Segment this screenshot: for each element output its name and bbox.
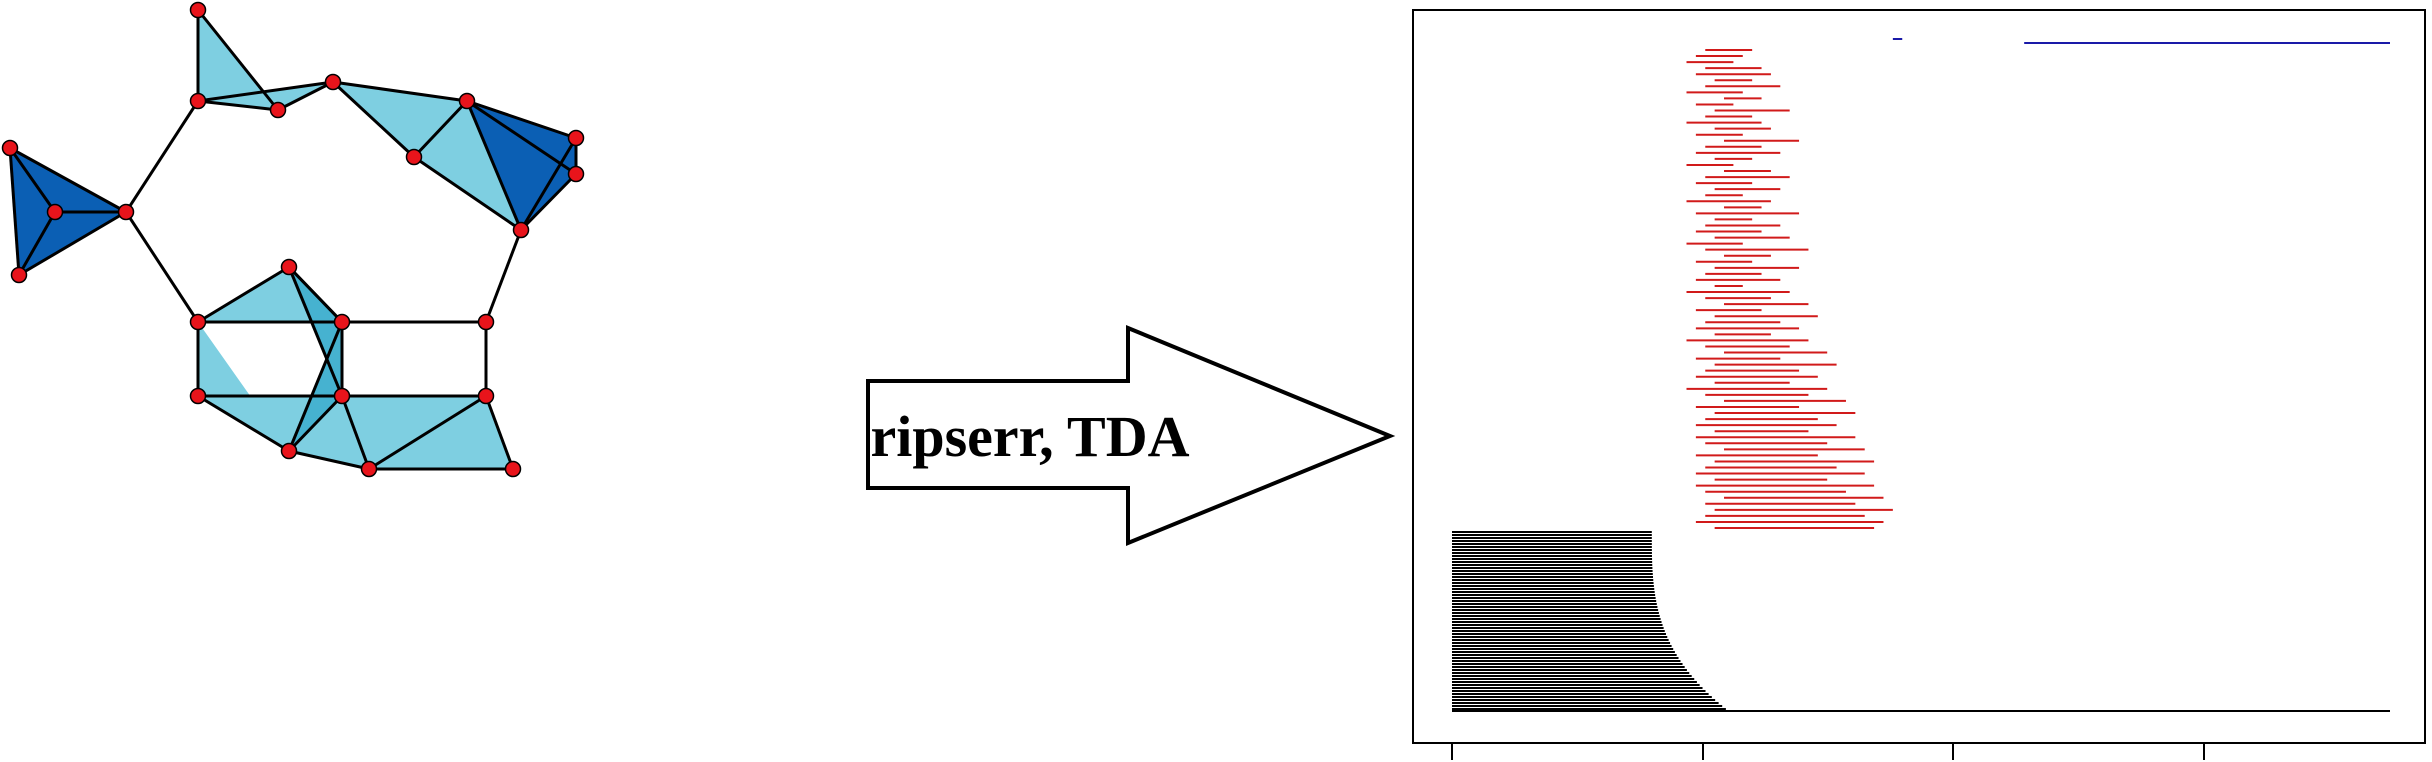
edge [484,229,523,323]
vertex [1,139,19,157]
edge [287,321,344,452]
dim2-bars [1892,38,2390,44]
edge [18,210,127,277]
transform-arrow: ripserr, TDA [866,325,1396,546]
vertex [567,129,585,147]
vertex [189,387,207,405]
edge [287,266,344,397]
vertex [269,101,287,119]
triangle-light [369,396,513,469]
triangle-light [333,82,467,157]
vertex [360,460,378,478]
edge [17,211,57,276]
vertex [477,313,495,331]
vertex [333,313,351,331]
vertex [333,387,351,405]
triangle-dark [10,148,55,275]
vertex [189,92,207,110]
persistence-barcode [1412,9,2426,760]
edge [197,265,290,324]
edge [124,211,200,323]
edge [288,449,370,471]
edge [9,146,127,214]
x-axis-ticks [1451,743,2205,760]
dim0-bars [1452,531,2390,712]
vertex [189,1,207,19]
arrow-label: ripserr, TDA [871,404,1190,469]
edge [124,100,200,213]
edge [277,80,334,112]
vertex [567,165,585,183]
edge [519,172,578,232]
vertex [117,203,135,221]
triangle-light [342,396,486,469]
edge [197,394,290,453]
arrow-shape [866,325,1396,546]
vertex [512,221,530,239]
triangle-light [289,396,369,469]
dim1-bars [1686,49,1893,529]
vertex [324,73,342,91]
edge [196,9,280,111]
edge [466,99,577,176]
vertex [280,442,298,460]
edge [8,147,21,276]
edge [8,147,57,213]
edge [340,395,371,470]
triangle-light [414,101,521,230]
edge [465,100,523,231]
simplicial-complex [1,1,585,478]
vertex [477,387,495,405]
edge [519,137,578,231]
vertex [280,258,298,276]
edge [197,80,334,103]
edge [368,394,487,471]
edge [331,80,416,159]
edge [197,99,279,112]
vertex [504,460,522,478]
vertex [189,313,207,331]
edge [332,80,468,103]
edge [287,394,344,453]
edge [412,99,469,159]
edge [413,155,522,232]
edge [484,395,515,470]
vertex [405,148,423,166]
barcode-frame [1412,9,2426,744]
vertex [10,266,28,284]
vertex [46,203,64,221]
edge [466,99,577,140]
edge [287,265,344,324]
vertex [458,92,476,110]
